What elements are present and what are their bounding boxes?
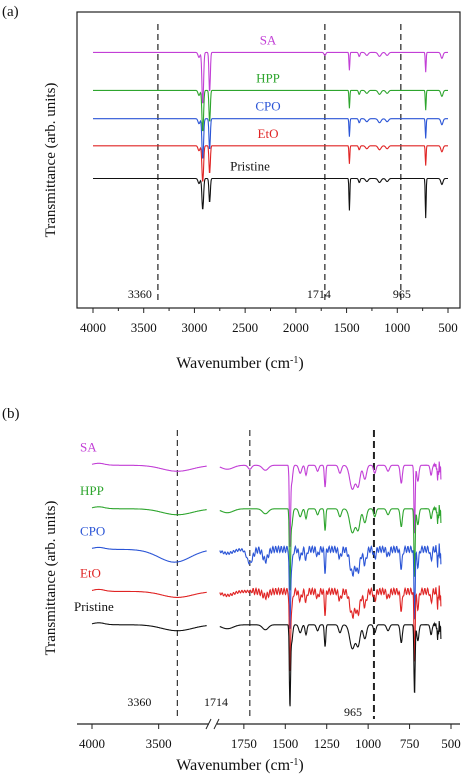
series-line-pristine (93, 177, 448, 219)
x-axis-label-sup: -1 (290, 355, 298, 366)
series-line-hpp (91, 504, 442, 591)
axis-break-mark (205, 718, 212, 730)
series-line-pristine (91, 620, 442, 707)
x-tick-label-500: 500 (441, 736, 461, 751)
panel-a-frame (76, 11, 461, 309)
x-tick-label-1500: 1500 (334, 320, 360, 335)
series-line-hpp (93, 89, 448, 132)
x-tick-label-3500: 3500 (131, 320, 157, 335)
x-tick-label-1250: 1250 (314, 736, 340, 751)
x-tick-label-4000: 4000 (79, 736, 105, 751)
series-label-sa: SA (260, 32, 277, 47)
axis-break-mark (213, 718, 220, 730)
reference-label-3360: 3360 (128, 287, 152, 301)
series-line-eto (91, 585, 442, 671)
series-label-hpp: HPP (256, 70, 280, 85)
series-label-cpo: CPO (255, 99, 280, 114)
x-axis-label-close: ) (298, 757, 303, 774)
x-tick-label-1000: 1000 (355, 736, 381, 751)
x-axis-label-a: Wavenumber (cm-1) (176, 355, 303, 373)
x-tick-label-4000: 4000 (80, 320, 106, 335)
x-axis-label-close: ) (298, 355, 303, 372)
series-label-pristine: Pristine (74, 599, 114, 614)
x-tick-label-1000: 1000 (384, 320, 410, 335)
reference-label-965: 965 (393, 287, 411, 301)
y-axis-label-a: Transmittance (arb. units) (43, 83, 59, 238)
panel-b-plot: 4000 3500 1750 1500 1250 1000 750 500 Wavenumber… (43, 430, 461, 774)
x-tick-label-1500: 1500 (272, 736, 298, 751)
series-label-hpp: HPP (80, 483, 104, 498)
reference-label-965: 965 (344, 705, 362, 719)
x-axis-label-b: Wavenumber (cm-1) (176, 757, 303, 775)
series-line-sa (91, 461, 442, 547)
panel-a-plot: 4000 3500 3000 2500 2000 1500 1000 500 Wavenumbe… (43, 11, 461, 373)
x-tick-label-2000: 2000 (283, 320, 309, 335)
y-axis-label-b: Transmittance (arb. units) (43, 501, 59, 656)
series-line-cpo (93, 118, 448, 159)
panel-b-label: (b) (2, 406, 20, 422)
x-tick-label-750: 750 (400, 736, 420, 751)
reference-label-1714: 1714 (307, 287, 331, 301)
reference-label-3360: 3360 (127, 695, 151, 709)
x-axis-label-sup: -1 (290, 757, 298, 768)
series-label-eto: EtO (258, 126, 279, 141)
reference-label-1714: 1714 (204, 695, 228, 709)
x-tick-label-3500: 3500 (146, 736, 172, 751)
series-label-cpo: CPO (80, 523, 105, 538)
series-label-pristine: Pristine (230, 159, 270, 174)
series-line-eto (93, 145, 448, 182)
series-label-eto: EtO (80, 565, 101, 580)
series-line-cpo (91, 543, 442, 629)
series-label-sa: SA (80, 439, 97, 454)
x-tick-label-3000: 3000 (181, 320, 207, 335)
x-tick-label-500: 500 (438, 320, 458, 335)
panel-a-label: (a) (2, 4, 19, 20)
series-line-sa (93, 51, 448, 104)
x-tick-label-2500: 2500 (232, 320, 258, 335)
x-tick-label-1750: 1750 (231, 736, 257, 751)
